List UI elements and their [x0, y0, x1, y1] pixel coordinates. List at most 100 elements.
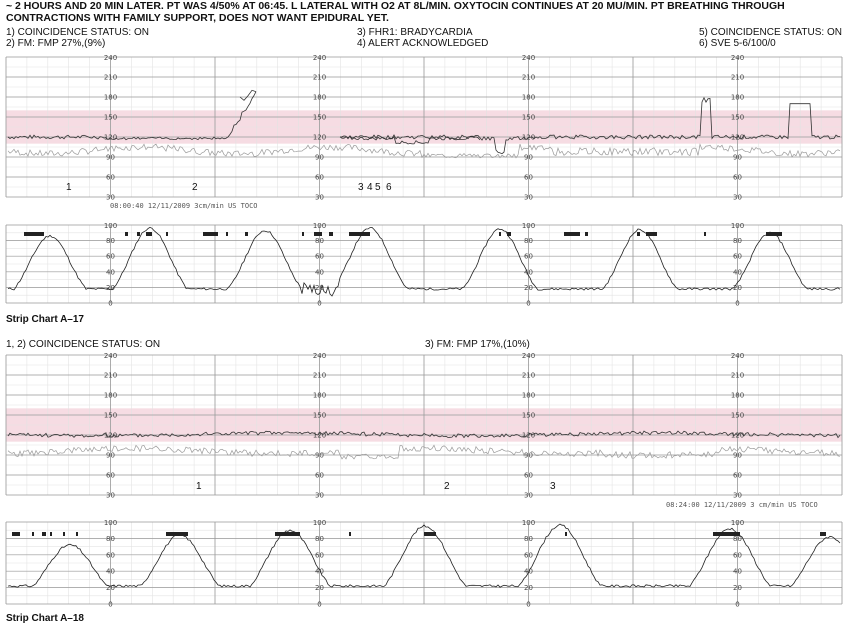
fhr-trace [339, 96, 841, 155]
axis-tick-label: 30 [733, 492, 742, 500]
fhr-trace [339, 136, 481, 145]
axis-tick-label: 40 [524, 268, 533, 276]
axis-tick-label: 90 [733, 452, 742, 460]
note-fm-fmp: 2) FM: FMP 27%,(9%) [6, 38, 106, 49]
axis-tick-label: 60 [315, 551, 324, 559]
axis-tick-label: 120 [104, 134, 117, 142]
axis-tick-label: 120 [313, 432, 326, 440]
axis-tick-label: 180 [731, 392, 744, 400]
axis-tick-label: 210 [522, 372, 535, 380]
axis-tick-label: 80 [106, 237, 115, 245]
axis-tick-label: 20 [524, 284, 533, 292]
axis-tick-label: 150 [522, 114, 535, 122]
axis-tick-label: 80 [315, 535, 324, 543]
axis-tick-label: 240 [313, 54, 326, 62]
axis-tick-label: 180 [313, 392, 326, 400]
axis-tick-label: 40 [733, 268, 742, 276]
fetal-movement-mark [646, 232, 657, 236]
axis-tick-label: 100 [313, 222, 326, 230]
fetal-movement-mark [565, 532, 567, 536]
axis-tick-label: 240 [104, 54, 117, 62]
axis-tick-label: 100 [104, 222, 117, 230]
axis-tick-label: 240 [313, 352, 326, 360]
axis-tick-label: 20 [733, 284, 742, 292]
axis-tick-label: 100 [522, 519, 535, 527]
uc-chart-a17: 100 80 60 40 20 0 100 80 60 40 20 0 100 80 60 40 20 0 100 8… [0, 221, 850, 307]
fetal-movement-mark [302, 232, 304, 236]
fetal-movement-mark [63, 532, 65, 536]
axis-tick-label: 60 [106, 551, 115, 559]
note-fhr-bradycardia: 3) FHR1: BRADYCARDIA [357, 27, 473, 38]
axis-tick-label: 60 [106, 174, 115, 182]
axis-tick-label: 80 [524, 535, 533, 543]
axis-tick-label: 90 [733, 154, 742, 162]
fhr-trace [7, 91, 257, 141]
axis-tick-label: 120 [104, 432, 117, 440]
axis-tick-label: 0 [317, 300, 321, 308]
axis-tick-label: 80 [106, 535, 115, 543]
axis-tick-label: 150 [104, 412, 117, 420]
axis-tick-label: 20 [524, 584, 533, 592]
axis-tick-label: 0 [526, 300, 530, 308]
axis-tick-label: 0 [735, 601, 739, 609]
axis-tick-label: 210 [313, 74, 326, 82]
fetal-movement-mark [314, 232, 322, 236]
fetal-movement-mark [637, 232, 640, 236]
fetal-movement-mark [507, 232, 511, 236]
axis-tick-label: 180 [731, 94, 744, 102]
axis-tick-label: 120 [522, 432, 535, 440]
note-fm-fmp-a18: 3) FM: FMP 17%,(10%) [425, 339, 530, 350]
axis-tick-label: 60 [524, 472, 533, 480]
axis-tick-label: 210 [731, 372, 744, 380]
strip-label-a17: Strip Chart A–17 [6, 314, 84, 325]
event-marker-3: 3 [550, 481, 556, 492]
axis-tick-label: 90 [106, 452, 115, 460]
axis-tick-label: 60 [106, 472, 115, 480]
axis-tick-label: 60 [106, 253, 115, 261]
fetal-movement-mark [349, 232, 370, 236]
axis-tick-label: 60 [315, 472, 324, 480]
axis-tick-label: 210 [522, 74, 535, 82]
note-coincidence-1: 1) COINCIDENCE STATUS: ON [6, 27, 149, 38]
axis-tick-label: 240 [731, 352, 744, 360]
axis-tick-label: 150 [731, 114, 744, 122]
fetal-movement-mark [42, 532, 46, 536]
axis-tick-label: 150 [104, 114, 117, 122]
axis-tick-label: 20 [106, 584, 115, 592]
fetal-movement-mark [275, 532, 300, 536]
axis-tick-label: 100 [313, 519, 326, 527]
axis-tick-label: 80 [733, 535, 742, 543]
fetal-movement-mark [146, 232, 152, 236]
axis-tick-label: 100 [104, 519, 117, 527]
fetal-movement-mark [203, 232, 218, 236]
fetal-movement-mark [713, 532, 740, 536]
axis-tick-label: 240 [731, 54, 744, 62]
axis-tick-label: 60 [733, 472, 742, 480]
fetal-movement-mark [329, 232, 333, 236]
fetal-movement-mark [32, 532, 34, 536]
fhr-chart-a17: 240 210 180 150 120 90 60 30 240 210 180 150 120 90 60… [0, 52, 850, 212]
axis-tick-label: 60 [315, 253, 324, 261]
axis-tick-label: 80 [524, 237, 533, 245]
axis-tick-label: 20 [315, 284, 324, 292]
maternal-hr-trace [7, 444, 841, 460]
axis-tick-label: 30 [315, 492, 324, 500]
fetal-movement-mark [704, 232, 706, 236]
axis-tick-label: 0 [317, 601, 321, 609]
axis-tick-label: 60 [524, 174, 533, 182]
axis-tick-label: 240 [522, 54, 535, 62]
axis-tick-label: 60 [524, 551, 533, 559]
axis-tick-label: 150 [731, 412, 744, 420]
axis-tick-label: 120 [313, 134, 326, 142]
fetal-movement-mark [424, 532, 436, 536]
axis-tick-label: 20 [106, 284, 115, 292]
axis-tick-label: 180 [522, 392, 535, 400]
axis-tick-label: 40 [106, 268, 115, 276]
axis-tick-label: 100 [731, 519, 744, 527]
axis-tick-label: 80 [733, 237, 742, 245]
axis-tick-label: 30 [315, 194, 324, 202]
axis-tick-label: 240 [522, 352, 535, 360]
event-marker-1: 1 [196, 481, 202, 492]
axis-tick-label: 0 [526, 601, 530, 609]
axis-tick-label: 180 [104, 392, 117, 400]
